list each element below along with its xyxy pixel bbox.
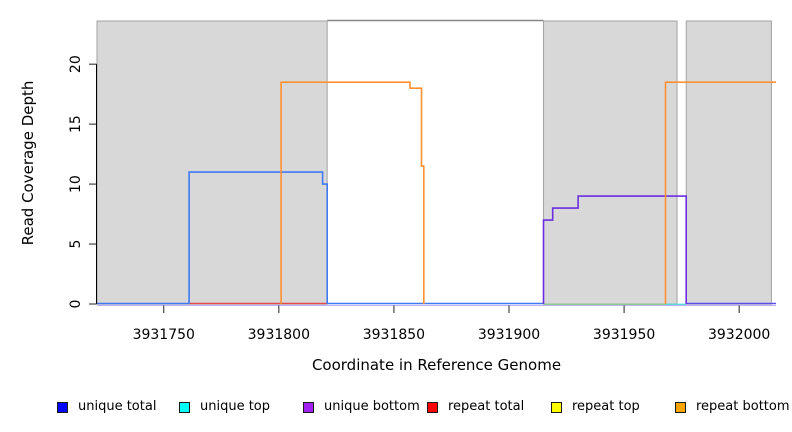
coverage-series-line <box>188 171 328 304</box>
x-tick-label: 3931800 <box>248 327 310 343</box>
repeat-region-shading <box>543 20 678 305</box>
repeat-region-shading <box>96 20 328 305</box>
x-tick-label: 3931850 <box>363 327 425 343</box>
legend-label: unique bottom <box>324 399 420 414</box>
legend-item-repeat-bottom: repeat bottom <box>675 399 790 415</box>
legend-label: repeat top <box>572 399 640 414</box>
legend-item-repeat-top: repeat top <box>551 399 640 415</box>
legend-item-unique-top: unique top <box>179 399 270 415</box>
x-tick-label: 3931950 <box>593 327 655 343</box>
legend-label: unique top <box>200 399 271 414</box>
legend-item-unique-bottom: unique bottom <box>303 399 420 415</box>
legend-label: repeat total <box>448 399 525 414</box>
x-tick-label: 3932000 <box>708 327 770 343</box>
y-tick-label: 10 <box>68 175 84 193</box>
repeat-region-shading <box>685 20 772 305</box>
coverage-series-line <box>280 81 425 304</box>
legend-item-repeat-total: repeat total <box>427 399 524 415</box>
legend-swatch-icon <box>427 401 438 413</box>
legend-swatch-icon <box>303 401 314 413</box>
legend-label: unique total <box>78 399 157 414</box>
coverage-series-line <box>542 195 687 304</box>
legend-swatch-icon <box>57 401 68 413</box>
y-axis-title: Read Coverage Depth <box>19 80 37 246</box>
x-axis-title: Coordinate in Reference Genome <box>311 356 562 374</box>
legend-item-unique-total: unique total <box>57 399 156 415</box>
y-tick-label: 0 <box>68 300 84 309</box>
x-tick-label: 3931900 <box>478 327 540 343</box>
coverage-series-line <box>664 81 776 304</box>
y-tick-label: 15 <box>68 115 84 133</box>
x-tick-label: 3931750 <box>133 327 195 343</box>
legend-label: repeat bottom <box>696 399 790 414</box>
y-tick-label: 5 <box>68 240 84 249</box>
legend-swatch-icon <box>675 401 686 413</box>
legend-swatch-icon <box>179 401 190 413</box>
y-tick-label: 20 <box>68 55 84 73</box>
legend-swatch-icon <box>551 401 562 413</box>
legend: unique total unique top unique bottom repea… <box>0 399 792 417</box>
